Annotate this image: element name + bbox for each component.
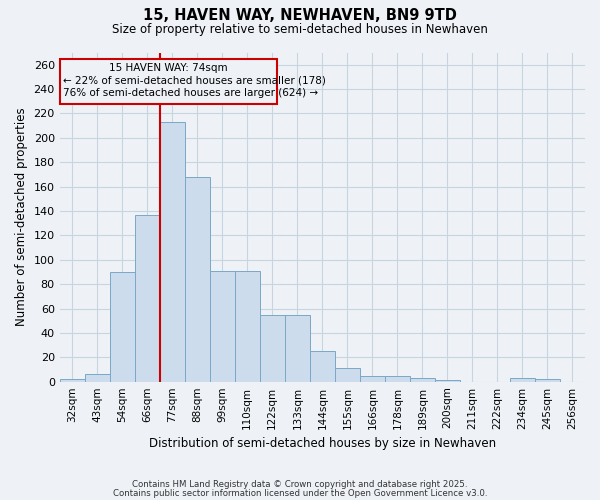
Text: ← 22% of semi-detached houses are smaller (178): ← 22% of semi-detached houses are smalle…: [64, 76, 326, 86]
Text: Contains HM Land Registry data © Crown copyright and database right 2025.: Contains HM Land Registry data © Crown c…: [132, 480, 468, 489]
Bar: [210, 270, 235, 382]
Text: 15 HAVEN WAY: 74sqm: 15 HAVEN WAY: 74sqm: [109, 64, 228, 74]
Bar: [535, 379, 560, 382]
Bar: [110, 272, 135, 382]
Bar: [310, 351, 335, 382]
Bar: [85, 374, 110, 382]
Bar: [235, 270, 260, 382]
Text: Size of property relative to semi-detached houses in Newhaven: Size of property relative to semi-detach…: [112, 22, 488, 36]
Bar: [435, 380, 460, 382]
Bar: [285, 314, 310, 382]
Bar: [260, 314, 285, 382]
Text: 15, HAVEN WAY, NEWHAVEN, BN9 9TD: 15, HAVEN WAY, NEWHAVEN, BN9 9TD: [143, 8, 457, 22]
Bar: [510, 378, 535, 382]
Text: 76% of semi-detached houses are larger (624) →: 76% of semi-detached houses are larger (…: [64, 88, 319, 98]
Bar: [385, 376, 410, 382]
Text: Contains public sector information licensed under the Open Government Licence v3: Contains public sector information licen…: [113, 489, 487, 498]
Bar: [185, 177, 210, 382]
X-axis label: Distribution of semi-detached houses by size in Newhaven: Distribution of semi-detached houses by …: [149, 437, 496, 450]
Y-axis label: Number of semi-detached properties: Number of semi-detached properties: [15, 108, 28, 326]
FancyBboxPatch shape: [59, 58, 277, 104]
Bar: [410, 378, 435, 382]
Bar: [335, 368, 360, 382]
Bar: [59, 379, 85, 382]
Bar: [135, 214, 160, 382]
Bar: [360, 376, 385, 382]
Bar: [160, 122, 185, 382]
